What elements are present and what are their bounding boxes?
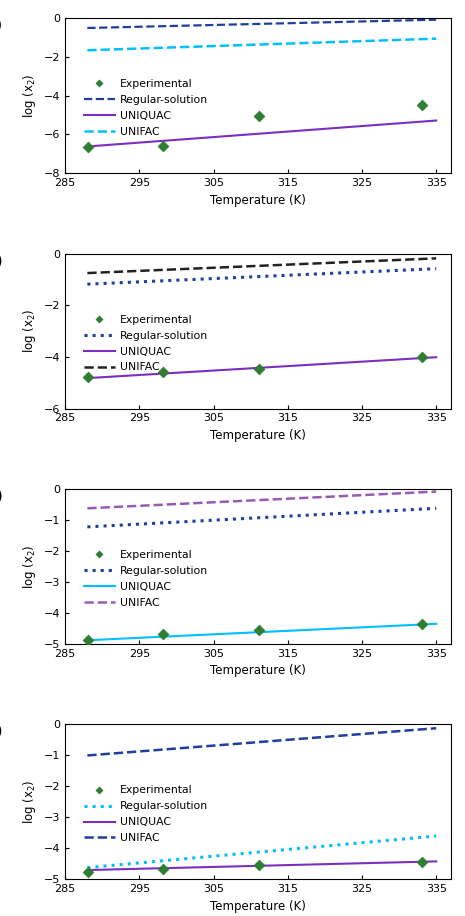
Point — [255, 858, 263, 873]
Point — [159, 862, 166, 877]
Legend: Experimental, Regular-solution, UNIQUAC, UNIFAC: Experimental, Regular-solution, UNIQUAC,… — [82, 783, 210, 845]
Point — [159, 627, 166, 641]
Point — [85, 140, 92, 155]
Point — [159, 365, 166, 380]
Y-axis label: log (x$_2$): log (x$_2$) — [21, 780, 38, 824]
Point — [85, 370, 92, 385]
Point — [255, 109, 263, 124]
Y-axis label: log (x$_2$): log (x$_2$) — [21, 309, 38, 354]
Text: (a): (a) — [0, 18, 3, 33]
Text: (c): (c) — [0, 489, 3, 504]
Point — [85, 633, 92, 648]
Point — [85, 865, 92, 879]
Point — [255, 623, 263, 638]
X-axis label: Temperature (K): Temperature (K) — [210, 664, 306, 678]
Legend: Experimental, Regular-solution, UNIQUAC, UNIFAC: Experimental, Regular-solution, UNIQUAC,… — [82, 77, 210, 139]
Point — [419, 855, 426, 869]
Text: (d): (d) — [0, 725, 3, 739]
Y-axis label: log (x$_2$): log (x$_2$) — [21, 544, 38, 589]
Legend: Experimental, Regular-solution, UNIQUAC, UNIFAC: Experimental, Regular-solution, UNIQUAC,… — [82, 548, 210, 610]
Point — [419, 616, 426, 631]
Point — [419, 350, 426, 365]
Point — [159, 139, 166, 154]
X-axis label: Temperature (K): Temperature (K) — [210, 900, 306, 912]
Text: (b): (b) — [0, 254, 3, 268]
Point — [419, 98, 426, 113]
Y-axis label: log (x$_2$): log (x$_2$) — [21, 73, 38, 118]
X-axis label: Temperature (K): Temperature (K) — [210, 193, 306, 207]
Point — [255, 361, 263, 376]
Legend: Experimental, Regular-solution, UNIQUAC, UNIFAC: Experimental, Regular-solution, UNIQUAC,… — [82, 312, 210, 375]
X-axis label: Temperature (K): Temperature (K) — [210, 429, 306, 442]
